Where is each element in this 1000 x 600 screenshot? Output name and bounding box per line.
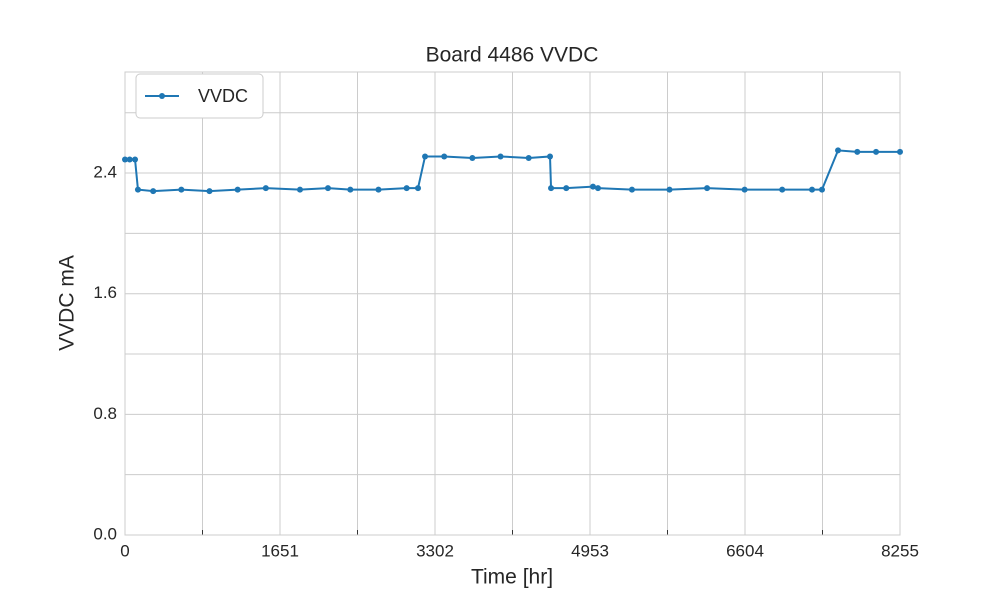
point bbox=[666, 186, 673, 193]
x-tick-label: 3302 bbox=[416, 541, 454, 560]
x-tick-label: 6604 bbox=[726, 541, 764, 560]
x-tick-label: 4953 bbox=[571, 541, 609, 560]
point bbox=[206, 188, 213, 195]
point bbox=[548, 185, 555, 192]
point bbox=[590, 183, 597, 190]
y-tick-label: 0.0 bbox=[93, 524, 117, 543]
point bbox=[818, 186, 825, 193]
point bbox=[897, 148, 903, 155]
plot-frame bbox=[124, 71, 901, 536]
point bbox=[375, 186, 382, 193]
point bbox=[835, 147, 842, 154]
y-tick-label: 2.4 bbox=[93, 163, 117, 182]
point bbox=[134, 186, 141, 193]
y-tick-label: 0.8 bbox=[93, 404, 117, 423]
point bbox=[779, 186, 786, 193]
x-tick-label: 8255 bbox=[881, 541, 919, 560]
y-tick-label: 1.6 bbox=[93, 283, 117, 302]
chart-title: Board 4486 VVDC bbox=[426, 44, 599, 67]
point bbox=[262, 185, 269, 192]
point bbox=[347, 186, 354, 193]
y-axis-label: VVDC mA bbox=[56, 255, 79, 351]
point bbox=[809, 186, 816, 193]
point bbox=[497, 153, 504, 160]
point bbox=[628, 186, 635, 193]
legend-marker bbox=[159, 93, 165, 99]
x-axis-label: Time [hr] bbox=[471, 566, 553, 589]
series-line bbox=[125, 149, 900, 193]
point bbox=[563, 185, 570, 192]
point bbox=[126, 156, 133, 163]
point bbox=[122, 156, 128, 163]
point bbox=[132, 156, 139, 163]
point bbox=[469, 154, 476, 161]
legend: VVDC bbox=[135, 73, 264, 119]
point bbox=[704, 185, 711, 192]
point bbox=[441, 153, 448, 160]
x-tick-label: 0 bbox=[120, 541, 129, 560]
point bbox=[422, 153, 429, 160]
point bbox=[741, 186, 748, 193]
point bbox=[324, 185, 331, 192]
plot bbox=[122, 147, 903, 195]
point bbox=[547, 153, 554, 160]
legend-label: VVDC bbox=[198, 86, 248, 106]
point bbox=[150, 188, 157, 195]
point bbox=[525, 154, 532, 161]
point bbox=[854, 148, 861, 155]
legend-box bbox=[135, 73, 264, 119]
point bbox=[296, 186, 303, 193]
point bbox=[403, 185, 410, 192]
x-tick-label: 1651 bbox=[261, 541, 299, 560]
point bbox=[178, 186, 185, 193]
point bbox=[873, 148, 880, 155]
point bbox=[234, 186, 241, 193]
point bbox=[594, 185, 601, 192]
point bbox=[415, 185, 422, 192]
